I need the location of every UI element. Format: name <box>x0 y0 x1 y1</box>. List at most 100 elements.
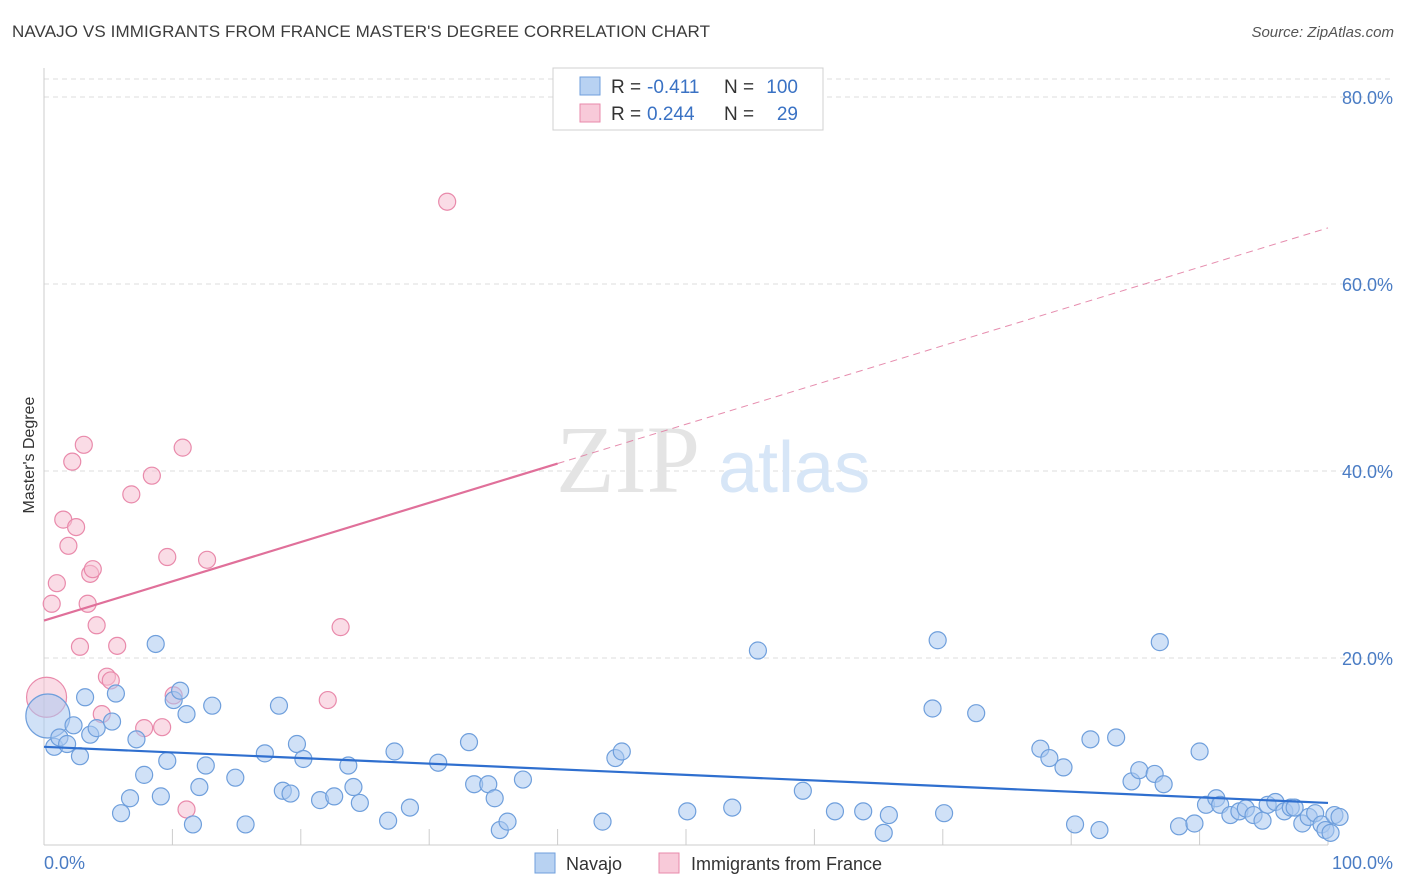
bottom-legend-label-france: Immigrants from France <box>691 854 882 874</box>
navajo-point <box>934 804 954 823</box>
navajo-trend-line <box>43 745 1329 805</box>
bottom-legend-swatch-france <box>658 852 680 874</box>
navajo-point <box>1190 742 1209 761</box>
navajo-point <box>385 742 404 761</box>
legend-n-label-navajo: N = <box>724 77 754 98</box>
grid-lines <box>44 78 1392 659</box>
navajo-point <box>678 802 697 821</box>
france-point <box>173 438 192 457</box>
trend-lines <box>43 227 1329 805</box>
navajo-point <box>350 793 369 813</box>
x-tick-label: 100.0% <box>1332 853 1393 873</box>
navajo-point <box>158 751 177 770</box>
france-point <box>142 466 161 485</box>
navajo-point <box>513 770 533 789</box>
navajo-point <box>1090 820 1109 840</box>
legend-n-label-france: N = <box>724 104 754 125</box>
navajo-point <box>120 789 140 808</box>
navajo-point <box>723 798 742 817</box>
navajo-point <box>64 716 83 735</box>
navajo-point <box>127 730 146 749</box>
navajo-point <box>748 641 768 660</box>
navajo-point <box>236 815 255 834</box>
navajo-point <box>874 823 893 842</box>
navajo-point <box>1321 823 1340 842</box>
y-tick-label: 80.0% <box>1342 88 1393 108</box>
france-point <box>122 485 141 504</box>
france-point <box>177 800 196 819</box>
navajo-point <box>70 747 90 766</box>
navajo-point <box>793 781 812 800</box>
series-legend: Navajo Immigrants from France <box>534 852 882 874</box>
navajo-point <box>459 733 479 752</box>
france-point <box>108 636 127 655</box>
france-point <box>197 550 217 569</box>
france-point <box>87 616 106 635</box>
navajo-point <box>111 804 131 823</box>
bottom-legend-label-navajo: Navajo <box>566 854 622 874</box>
navajo-point <box>379 811 398 830</box>
navajo-point <box>612 742 631 761</box>
legend-n-value-navajo: 100 <box>766 77 798 98</box>
navajo-point <box>825 802 845 821</box>
y-tick-label: 40.0% <box>1342 462 1393 482</box>
navajo-point <box>171 681 190 700</box>
navajo-point <box>255 744 274 763</box>
source-label: Source: ZipAtlas.com <box>1251 24 1394 41</box>
navajo-point <box>135 765 154 784</box>
navajo-point <box>102 712 122 731</box>
x-tick-label: 0.0% <box>44 853 85 873</box>
bottom-legend-swatch-navajo <box>534 852 556 874</box>
legend-r-label-navajo: R = <box>611 77 641 98</box>
legend-r-value-navajo: -0.411 <box>647 77 699 98</box>
navajo-point <box>1150 633 1169 652</box>
navajo-point <box>1185 814 1204 833</box>
france-point <box>74 435 93 454</box>
navajo-point <box>226 768 245 787</box>
watermark-zip: ZIP <box>556 406 700 513</box>
navajo-point <box>203 696 222 715</box>
navajo-point <box>190 777 209 797</box>
navajo-point <box>1330 807 1349 827</box>
navajo-point <box>1130 761 1149 780</box>
navajo-point <box>1154 775 1173 794</box>
france-point <box>59 536 78 555</box>
france-point <box>63 452 82 471</box>
france-point <box>83 560 102 579</box>
y-tick-label: 20.0% <box>1342 649 1393 669</box>
france-point <box>331 618 350 637</box>
france-point <box>438 192 457 211</box>
legend-swatch-navajo <box>579 76 601 96</box>
france-trend-line <box>43 462 558 622</box>
legend-r-value-france: 0.244 <box>647 104 695 125</box>
legend-r-label-france: R = <box>611 104 641 125</box>
france-point <box>47 574 66 593</box>
navajo-point <box>400 798 420 817</box>
france-trend-line-extension <box>557 227 1329 464</box>
navajo-point <box>1040 748 1059 768</box>
navajo-point <box>1107 728 1126 747</box>
tick-labels: 20.0% 40.0% 60.0% 80.0% 0.0% 100.0% <box>44 88 1393 873</box>
navajo-point <box>25 693 71 739</box>
navajo-point <box>1169 817 1189 836</box>
navajo-point <box>485 789 504 808</box>
stats-legend: R = -0.411 N = 100 R = 0.244 N = 29 <box>552 67 824 131</box>
navajo-point <box>1054 758 1073 777</box>
navajo-point <box>1065 815 1085 834</box>
navajo-point <box>87 719 106 738</box>
france-point <box>153 718 172 737</box>
y-tick-label: 60.0% <box>1342 275 1393 295</box>
navajo-point <box>75 688 95 707</box>
watermark-atlas: atlas <box>718 428 870 508</box>
navajo-point <box>1285 798 1304 817</box>
france-point <box>318 690 337 710</box>
france-point <box>42 594 61 613</box>
france-point <box>66 517 86 537</box>
navajo-point <box>183 815 203 834</box>
navajo-point <box>177 704 196 724</box>
legend-n-value-france: 29 <box>777 104 798 125</box>
navajo-point <box>146 634 165 654</box>
y-axis-label: Master's Degree <box>21 396 38 513</box>
navajo-point <box>923 699 942 718</box>
